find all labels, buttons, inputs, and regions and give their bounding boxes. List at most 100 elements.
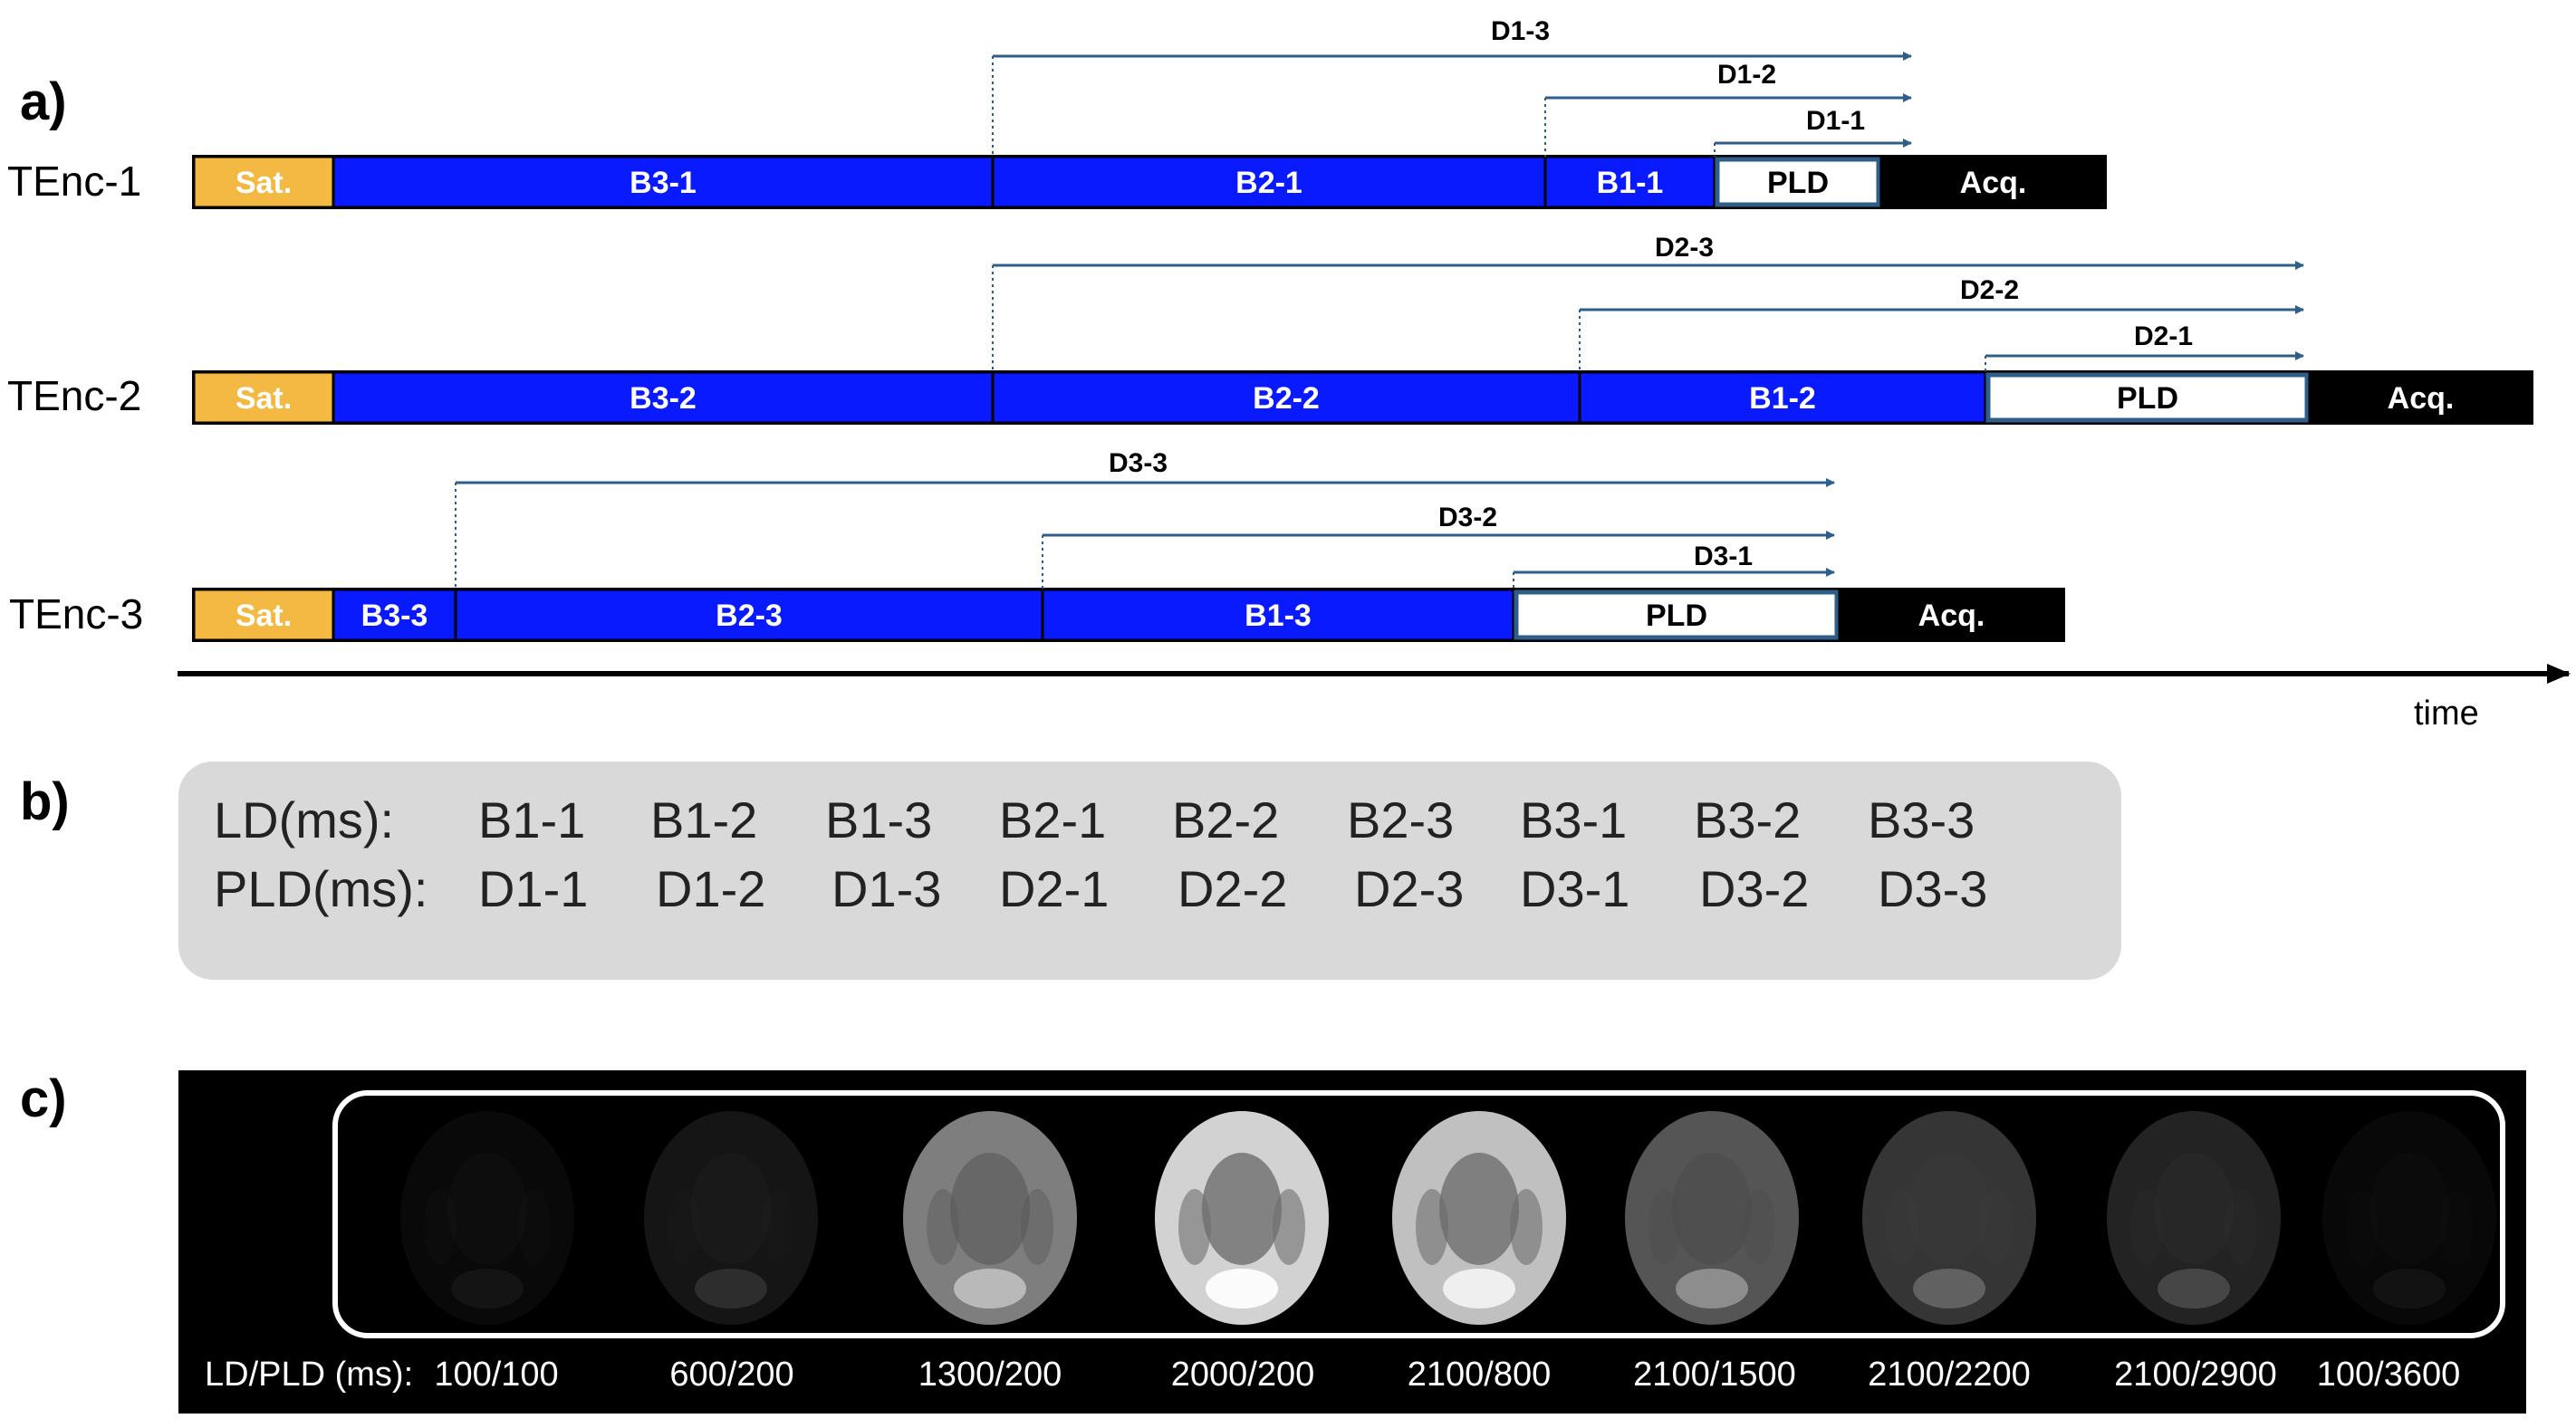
brain-texture [1886,1189,1918,1265]
brain-occipital-region [1443,1269,1515,1308]
timing-row-1: TEnc-1 Sat. B3-1 B2-1 B1-1 PLD Acq. D1-3 D1-2 D1-… [7,16,2107,209]
pld-value: D3-2 [1699,860,1809,917]
ld-value: B1-1 [478,791,585,848]
image-highlight-frame [332,1090,2505,1338]
row-label: TEnc-3 [9,590,143,637]
brain-image [1625,1111,1799,1325]
delay-label: D1-3 [1491,16,1550,46]
acq-segment-label: Acq. [1918,599,1985,633]
brain-texture [424,1189,457,1265]
pld-value: D2-2 [1177,860,1287,917]
pld-value: D1-3 [831,860,941,917]
pld-segment-label: PLD [2117,381,2178,416]
bolus-segment-label: B1-1 [1597,166,1664,200]
ld-value: B2-1 [999,791,1106,848]
brain-image [2107,1111,2281,1325]
ld-value: B1-2 [650,791,757,848]
brain-texture [927,1189,959,1265]
brain-texture [518,1189,551,1265]
brain-occipital-region [1206,1269,1278,1308]
brain-slice [2322,1111,2496,1325]
sat-segment [192,370,335,425]
brain-ventricle-region [1909,1153,1989,1265]
pld-value: D2-1 [999,860,1109,917]
image-caption: 2100/1500 [1633,1356,1796,1394]
panel-c: c) LD/PLD (ms): 100/100 600/200 1300/200 20… [20,1069,2526,1414]
sat-segment-label: Sat. [235,166,292,200]
sat-segment [192,588,335,642]
sat-segment-label: Sat. [235,381,292,416]
pld-header: PLD(ms): [214,860,428,917]
pld-segment-label: PLD [1767,166,1829,200]
delay-label: D1-1 [1806,106,1865,136]
brain-occipital-region [1676,1269,1748,1308]
brain-image [903,1111,1077,1325]
pld-segment [1985,372,2310,423]
brain-slice [2107,1111,2281,1325]
panel-a-label: a) [20,72,67,131]
bolus-segment [1543,155,1716,209]
ld-value: B1-3 [825,791,932,848]
pld-value: D1-2 [656,860,765,917]
brain-texture [2346,1189,2379,1265]
brain-image [1155,1111,1329,1325]
brain-texture [1510,1189,1543,1265]
ld-value: B3-1 [1520,791,1627,848]
brain-image [1392,1111,1566,1325]
brain-occipital-region [451,1269,524,1308]
brain-occipital-region [695,1269,767,1308]
bolus-segment-label: B3-3 [361,599,428,633]
row-label: TEnc-2 [7,372,141,419]
panel-a: a) TEnc-1 Sat. B3-1 B2-1 B1-1 PLD Acq. D1-3 D1-2… [7,16,2571,733]
time-axis-label: time [2414,695,2479,733]
brain-texture [1416,1189,1448,1265]
ld-value: B3-2 [1694,791,1801,848]
bolus-segment [332,155,995,209]
brain-texture [2225,1189,2257,1265]
brain-ventricle-region [950,1153,1030,1265]
brain-slice [644,1111,818,1325]
parameter-table-background [178,762,2121,980]
brain-ventricle-region [1202,1153,1282,1265]
image-strip-background [178,1070,2526,1414]
image-caption-prefix: LD/PLD (ms): [205,1356,413,1394]
bolus-segment-label: B3-2 [630,381,697,416]
bolus-segment-label: B2-3 [716,599,783,633]
brain-texture [1743,1189,1775,1265]
brain-ventricle-region [2154,1153,2234,1265]
brain-texture [1178,1189,1211,1265]
image-captions: 100/100 600/200 1300/200 2000/200 2100/800 21… [434,1356,2460,1394]
brain-image [400,1111,574,1325]
image-caption: 600/200 [669,1356,793,1394]
brain-texture [2440,1189,2473,1265]
ld-value: B2-2 [1172,791,1279,848]
ld-header: LD(ms): [214,791,394,848]
delay-label: D2-1 [2134,321,2193,351]
image-caption: 1300/200 [918,1356,1062,1394]
brain-texture [1021,1189,1053,1265]
brain-texture [1273,1189,1305,1265]
brain-ventricle-region [1672,1153,1752,1265]
delay-label: D3-3 [1109,448,1168,478]
brain-occipital-region [954,1269,1026,1308]
brain-slice [1625,1111,1799,1325]
brain-image-row [400,1111,2496,1325]
image-caption: 2100/2200 [1868,1356,2031,1394]
bolus-segment [454,588,1044,642]
bolus-segment-label: B2-1 [1235,166,1302,200]
bolus-segment [332,370,995,425]
acq-segment-label: Acq. [1960,166,2027,200]
timing-rows: TEnc-1 Sat. B3-1 B2-1 B1-1 PLD Acq. D1-3 D1-2 D1-… [7,16,2533,642]
bolus-segment [332,588,457,642]
brain-slice [1862,1111,2036,1325]
brain-occipital-region [1913,1269,1985,1308]
sat-segment [192,155,335,209]
panel-b-label: b) [20,772,70,831]
acq-segment-label: Acq. [2388,381,2455,416]
delay-label: D1-2 [1717,60,1776,90]
brain-texture [762,1189,794,1265]
brain-texture [668,1189,700,1265]
bolus-segment [1578,370,1987,425]
ld-value: B2-3 [1347,791,1454,848]
